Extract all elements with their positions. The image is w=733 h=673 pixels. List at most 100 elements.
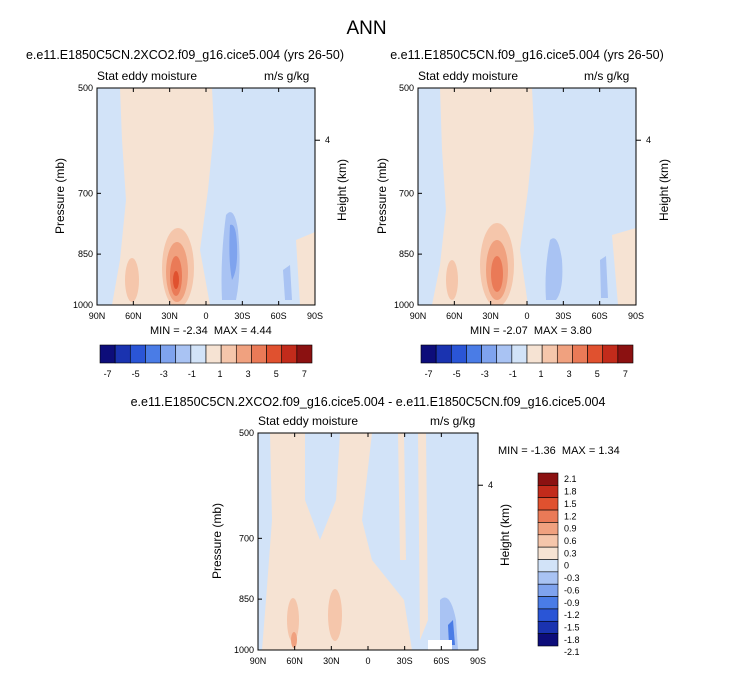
- colorbar-top-left-box-7: [205, 344, 222, 364]
- colorbar-top-right-label-2: -3: [481, 369, 489, 379]
- colorbar-top-right-box-1: [435, 344, 452, 364]
- colorbar-diff-label-6: 0.3: [564, 548, 577, 558]
- colorbar-top-left-box-5: [175, 344, 192, 364]
- colorbar-diff-box-6: [537, 546, 559, 560]
- panel3-xtick-label-1: 60N: [286, 656, 303, 666]
- colorbar-diff-label-2: 1.5: [564, 499, 577, 509]
- panel1-pos-edge: [296, 232, 315, 305]
- colorbar-top-left-box-9: [235, 344, 252, 364]
- colorbar-top-right-box-12: [602, 344, 619, 364]
- panel1-right-string: m/s g/kg: [264, 69, 310, 83]
- panel3-neg-core-2: [448, 620, 455, 645]
- panel1-ytick-label-0: 500: [78, 83, 93, 93]
- colorbar-diff-label-1: 1.8: [564, 487, 577, 497]
- colorbar-top-left-label-6: 5: [274, 369, 279, 379]
- main-title: ANN: [346, 18, 387, 39]
- panel3-ytick-label-3: 1000: [234, 645, 254, 655]
- panel2-xtick-label-1: 60N: [446, 311, 463, 321]
- panel1-left-string: Stat eddy moisture: [97, 69, 198, 83]
- colorbar-top-right-label-6: 5: [595, 369, 600, 379]
- colorbar-top-right-box-10: [572, 344, 588, 364]
- colorbar-top-left-box-1: [114, 344, 131, 364]
- panel2-xtick-label-0: 90N: [410, 311, 427, 321]
- colorbar-top-right-box-6: [511, 344, 528, 364]
- colorbar-top-left-label-4: 1: [218, 369, 223, 379]
- colorbar-diff-label-8: -0.3: [564, 573, 580, 583]
- colorbar-diff-label-3: 1.2: [564, 511, 577, 521]
- colorbar-top-left-label-5: 3: [246, 369, 251, 379]
- colorbar-top-left-box-11: [266, 344, 283, 364]
- panel3-xtick-label-5: 60S: [433, 656, 449, 666]
- panel3-left-string: Stat eddy moisture: [258, 414, 359, 428]
- colorbar-diff-label-0: 2.1: [564, 474, 577, 484]
- colorbar-diff-box-3: [537, 509, 559, 523]
- colorbar-diff-label-11: -1.2: [564, 610, 580, 620]
- panel2-pos-3: [491, 256, 503, 292]
- colorbar-top-right-box-13: [617, 344, 634, 364]
- colorbar-diff-label-14: -2.1: [564, 647, 580, 657]
- colorbar-top-left-box-13: [296, 344, 313, 364]
- panel2-xtick-label-3: 0: [524, 311, 529, 321]
- colorbar-top-left-label-7: 7: [302, 369, 307, 379]
- panel2-xtick-label-2: 30N: [482, 311, 499, 321]
- panel1-xtick-label-4: 30S: [234, 311, 250, 321]
- panel1-minmax: MIN = -2.34 MAX = 4.44: [150, 325, 272, 337]
- colorbar-diff-label-4: 0.9: [564, 524, 577, 534]
- colorbar-diff-label-10: -0.9: [564, 598, 580, 608]
- panel3-min-label: MIN =: [498, 445, 528, 457]
- panel1-neg-small: [283, 265, 292, 300]
- panel2-neg-core: [545, 238, 563, 300]
- colorbar-top-left-box-0: [99, 344, 116, 364]
- panel2-xtick-label-6: 90S: [628, 311, 644, 321]
- panel3-ytick-label-2: 850: [239, 594, 254, 604]
- colorbar-top-right-box-7: [526, 344, 543, 364]
- panel1-xtick-label-2: 30N: [161, 311, 178, 321]
- colorbar-top-right-label-3: -1: [509, 369, 517, 379]
- panel3-neg-mid: [305, 433, 340, 540]
- panel3-xtick-label-4: 30S: [397, 656, 413, 666]
- panel3-xtick-label-2: 30N: [323, 656, 340, 666]
- panel2-neg-north: [418, 88, 446, 305]
- panel2-field: [418, 88, 636, 305]
- colorbar-top-right-label-4: 1: [539, 369, 544, 379]
- colorbar-top-left-box-6: [190, 344, 207, 364]
- colorbar-top-left-label-2: -3: [160, 369, 168, 379]
- panel1-xtick-label-1: 60N: [125, 311, 142, 321]
- panel3-pos-2: [287, 598, 299, 642]
- colorbar-top-right-label-1: -5: [453, 369, 461, 379]
- panel2-ytick-label-2: 850: [399, 249, 414, 259]
- panel1-min-label: MIN =: [150, 325, 180, 337]
- panel1-ytick-label-2: 850: [78, 249, 93, 259]
- panel2-max-label: MAX =: [533, 325, 568, 337]
- panel1-max-value: 4.44: [250, 325, 272, 337]
- panel3-max-label: MAX =: [561, 445, 596, 457]
- panel1-neg-north: [97, 88, 126, 305]
- colorbar-top-left-box-8: [220, 344, 237, 364]
- panel3-pos-strip: [398, 433, 406, 560]
- panel1-field: [97, 88, 315, 305]
- panel3-field: [258, 433, 478, 650]
- colorbar-top-right-label-0: -7: [425, 369, 433, 379]
- panel2-minmax: MIN = -2.07 MAX = 3.80: [470, 325, 592, 337]
- panel2-pos-edge: [612, 228, 636, 305]
- panel3-xtick-label-6: 90S: [470, 656, 486, 666]
- panel1-ytick-right-label-0: 4: [325, 135, 330, 145]
- panel2-pos-4: [446, 260, 458, 300]
- panel1-xtick-label-5: 60S: [271, 311, 287, 321]
- colorbar-top-right-box-0: [420, 344, 437, 364]
- panel2-ytick-label-3: 1000: [394, 300, 414, 310]
- panel3-ytick-right-label-0: 4: [488, 480, 493, 490]
- colorbar-top-right-box-5: [496, 344, 513, 364]
- colorbar-diff-label-5: 0.6: [564, 536, 577, 546]
- panel1-min-value: -2.34: [182, 325, 208, 337]
- panel2-ytick-right-label-0: 4: [646, 135, 651, 145]
- colorbar-diff-label-12: -1.5: [564, 622, 580, 632]
- panel2-right-string: m/s g/kg: [584, 69, 630, 83]
- panel1-xtick-label-6: 90S: [307, 311, 323, 321]
- colorbar-diff-box-5: [537, 534, 559, 548]
- colorbar-diff-label-7: 0: [564, 561, 569, 571]
- panel3-xtick-label-3: 0: [365, 656, 370, 666]
- panel1-neg-core-2: [229, 224, 238, 280]
